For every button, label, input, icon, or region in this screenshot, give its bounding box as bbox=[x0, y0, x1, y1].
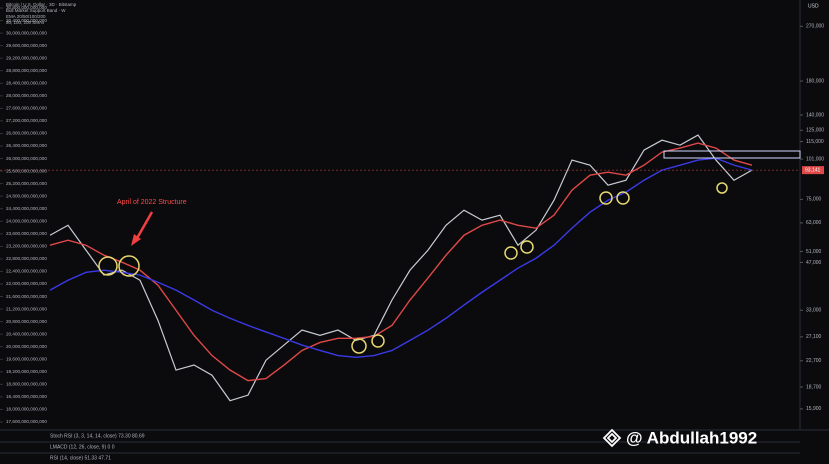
y2-tick-label: 26,400,000,000,000 bbox=[6, 143, 47, 148]
y2-tick-label: 28,400,000,000,000 bbox=[6, 81, 47, 86]
y2-tick-label: 26,800,000,000,000 bbox=[6, 131, 47, 136]
y2-tick-label: 30,800,000,000,000 bbox=[6, 5, 47, 10]
y2-tick-label: 28,000,000,000,000 bbox=[6, 93, 47, 98]
y-tick-label: 22,700 bbox=[806, 358, 822, 364]
y2-tick-label: 25,200,000,000,000 bbox=[6, 181, 47, 186]
annotation-arrowhead bbox=[131, 234, 141, 246]
y2-tick-label: 25,600,000,000,000 bbox=[6, 168, 47, 173]
series-line bbox=[49, 157, 753, 358]
pane-label: RSI (14, close) 51.33 47.71 bbox=[50, 455, 111, 461]
y2-tick-label: 22,000,000,000,000 bbox=[6, 281, 47, 286]
y-tick-label: 125,000 bbox=[806, 128, 824, 134]
y2-tick-label: 22,400,000,000,000 bbox=[6, 269, 47, 274]
y-tick-label: 15,900 bbox=[806, 406, 822, 412]
watermark-icon bbox=[602, 428, 622, 448]
y2-tick-label: 21,600,000,000,000 bbox=[6, 294, 47, 299]
y2-tick-label: 24,800,000,000,000 bbox=[6, 193, 47, 198]
axis-unit: USD bbox=[808, 3, 819, 9]
y-tick-label: 140,000 bbox=[806, 112, 824, 118]
y2-tick-label: 26,000,000,000,000 bbox=[6, 156, 47, 161]
price-tag-box bbox=[802, 166, 824, 175]
legend-entry: Bitcoin / U.S. Dollar · 3D · Bitstamp bbox=[6, 2, 77, 7]
y2-tick-label: 18,400,000,000,000 bbox=[6, 394, 47, 399]
y2-tick-label: 24,000,000,000,000 bbox=[6, 218, 47, 223]
y2-tick-label: 27,600,000,000,000 bbox=[6, 106, 47, 111]
legend-entry: Bull Market Support Band · W bbox=[6, 8, 66, 13]
y2-tick-label: 18,800,000,000,000 bbox=[6, 382, 47, 387]
y-tick-label: 33,000 bbox=[806, 308, 822, 314]
annotation: April of 2022 Structure bbox=[117, 199, 187, 206]
y2-tick-label: 24,400,000,000,000 bbox=[6, 206, 47, 211]
series-line bbox=[49, 142, 753, 382]
y2-tick-label: 22,800,000,000,000 bbox=[6, 256, 47, 261]
y2-tick-label: 19,600,000,000,000 bbox=[6, 356, 47, 361]
price-tag: 93,141 bbox=[805, 167, 821, 173]
watermark: @ Abdullah1992 bbox=[626, 428, 757, 447]
y2-tick-label: 17,600,000,000,000 bbox=[6, 419, 47, 424]
y2-tick-label: 19,200,000,000,000 bbox=[6, 369, 47, 374]
pane-label: LMACD (12, 26, close, 9) 0 0 bbox=[50, 444, 115, 450]
series-line bbox=[49, 134, 753, 402]
y-tick-label: 51,000 bbox=[806, 249, 822, 255]
y-tick-label: 47,000 bbox=[806, 260, 822, 266]
y2-tick-label: 23,200,000,000,000 bbox=[6, 244, 47, 249]
y-tick-label: 180,000 bbox=[806, 78, 824, 84]
y2-tick-label: 28,800,000,000,000 bbox=[6, 68, 47, 73]
annotation-arrow bbox=[134, 211, 154, 241]
y2-tick-label: 20,800,000,000,000 bbox=[6, 319, 47, 324]
y2-tick-label: 20,000,000,000,000 bbox=[6, 344, 47, 349]
y-tick-label: 75,000 bbox=[806, 197, 822, 203]
y2-tick-label: 29,600,000,000,000 bbox=[6, 43, 47, 48]
y2-tick-label: 29,200,000,000,000 bbox=[6, 55, 47, 60]
y2-tick-label: 20,400,000,000,000 bbox=[6, 331, 47, 336]
resistance-zone bbox=[663, 150, 801, 159]
y2-tick-label: 21,200,000,000,000 bbox=[6, 306, 47, 311]
y2-tick-label: 30,400,000,000,000 bbox=[6, 18, 47, 23]
y2-tick-label: 18,000,000,000,000 bbox=[6, 407, 47, 412]
y2-tick-label: 30,000,000,000,000 bbox=[6, 30, 47, 35]
legend-entry: 50, 100, 200 SMAs bbox=[6, 20, 45, 25]
y2-tick-label: 27,200,000,000,000 bbox=[6, 118, 47, 123]
y-tick-label: 115,000 bbox=[806, 139, 824, 145]
y-tick-label: 101,000 bbox=[806, 156, 824, 162]
y-tick-label: 18,700 bbox=[806, 384, 822, 390]
pane-label: Stoch RSI (3, 3, 14, 14, close) 73.30 80… bbox=[50, 433, 145, 439]
y2-tick-label: 23,600,000,000,000 bbox=[6, 231, 47, 236]
legend-entry: EMA 20/50/100/200 bbox=[6, 14, 46, 19]
highlight-circles bbox=[98, 182, 728, 354]
y-tick-label: 63,000 bbox=[806, 220, 822, 226]
y-tick-label: 270,000 bbox=[806, 24, 824, 30]
y-tick-label: 27,100 bbox=[806, 334, 822, 340]
